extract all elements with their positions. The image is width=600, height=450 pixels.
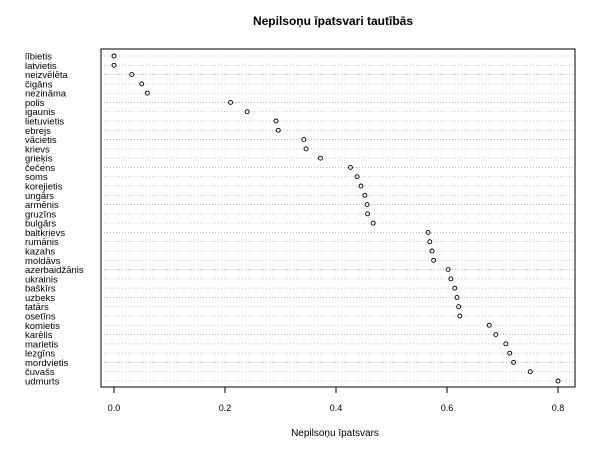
category-label: soms [25,172,48,183]
category-label: gruzīns [25,209,56,220]
data-point [139,81,145,87]
data-point [370,220,376,226]
category-label: ungārs [25,191,54,202]
data-point [111,62,117,68]
category-label: komietis [25,321,60,332]
data-point [347,164,353,170]
data-point [454,294,460,300]
category-label: nezināma [25,89,67,100]
data-point [429,248,435,254]
data-point [244,109,250,115]
category-label: neizvēlēta [25,70,68,81]
data-point [427,239,433,245]
category-label: tatārs [25,302,49,313]
category-label: ebrejs [25,126,51,137]
data-point [457,313,463,319]
data-point [507,350,513,356]
x-tick-label: 0.4 [330,403,343,413]
category-label: lietuvietis [25,117,64,128]
category-label: udmurts [25,377,60,388]
category-label: baltkrievs [25,228,65,239]
category-label: karēlis [25,330,53,341]
category-label: kazahs [25,247,55,258]
x-tick-label: 0.6 [441,403,454,413]
data-point [452,285,458,291]
category-label: azerbaidžānis [25,265,84,276]
category-label: vācietis [25,135,57,146]
x-tick-label: 0.0 [108,403,121,413]
data-point [144,90,150,96]
data-point [456,304,462,310]
data-point [275,127,281,133]
category-label: marietis [25,339,59,350]
category-label: ukrainis [25,274,58,285]
category-label: čigāns [25,79,53,90]
data-point [364,202,370,208]
category-label: rumānis [25,237,59,248]
x-axis-label: Nepilsoņu īpatsvars [291,428,379,439]
category-label: baškīrs [25,284,56,295]
data-point [273,118,279,124]
category-labels: lībietislatvietisneizvēlētačigānsnezinām… [25,52,84,388]
category-label: armēnis [25,200,59,211]
category-label: grieķis [25,154,53,165]
data-point [448,276,454,282]
data-point [431,257,437,263]
category-label: lībietis [25,52,52,63]
data-point [445,267,451,273]
data-point [486,322,492,328]
data-point [527,369,533,375]
data-point [425,229,431,235]
data-point [493,332,499,338]
chart-title: Nepilsoņu īpatsvari tautībās [253,14,413,28]
category-label: osetīns [25,312,56,323]
category-label: polis [25,98,45,109]
category-label: mordvietis [25,358,69,369]
data-point [511,359,517,365]
data-point [318,155,323,161]
data-point [301,137,307,143]
category-label: igaunis [25,107,55,118]
category-label: čečens [25,163,55,174]
plot-area [100,48,576,388]
data-points [111,53,561,384]
grid-lines [101,55,575,382]
data-point [354,174,360,180]
data-point [228,99,234,105]
category-label: krievs [25,144,50,155]
category-label: lezgīns [25,349,55,360]
data-point [303,146,309,152]
x-tick-label: 0.2 [219,403,232,413]
data-point [365,211,371,217]
data-point [555,378,561,384]
data-point [111,53,117,59]
data-point [362,192,368,198]
x-axis: 0.0 0.2 0.4 0.6 0.8 [108,387,565,413]
category-label: čuvašs [25,367,55,378]
category-label: bulgārs [25,219,56,230]
data-point [358,183,364,189]
category-label: korejietis [25,182,63,193]
data-point [503,341,509,347]
data-point [129,72,135,78]
category-label: uzbeks [25,293,55,304]
x-tick-label: 0.8 [552,403,565,413]
category-label: moldāvs [25,256,61,267]
category-label: latvietis [25,61,57,72]
